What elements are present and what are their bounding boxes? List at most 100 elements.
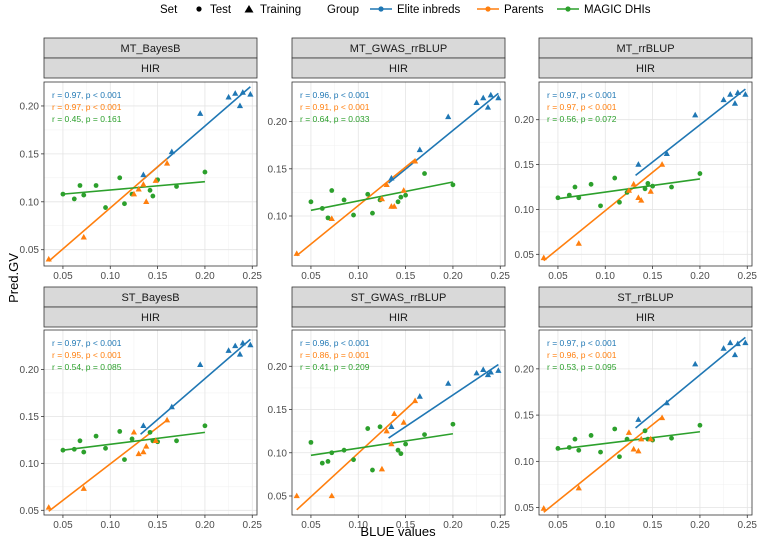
data-point — [103, 445, 108, 451]
data-point — [720, 96, 727, 103]
legend-parents-label: Parents — [504, 4, 544, 16]
data-point — [742, 339, 749, 346]
x-tick-label: 0.10 — [349, 271, 369, 282]
fit-line — [62, 431, 206, 451]
data-point — [398, 194, 404, 200]
data-point — [624, 436, 630, 442]
fit-line — [48, 158, 168, 262]
data-point — [325, 459, 331, 464]
strip-trait-label: HIR — [636, 63, 655, 75]
stat-annotation: r = 0.64, p = 0.033 — [300, 114, 370, 124]
data-point — [635, 416, 642, 422]
data-point — [445, 113, 452, 120]
data-point — [635, 447, 642, 454]
x-tick-label: 0.20 — [443, 271, 463, 282]
data-point — [140, 448, 147, 455]
panel-border — [538, 329, 753, 516]
data-point — [328, 215, 335, 222]
strip-trait — [538, 306, 753, 328]
data-point — [80, 233, 87, 240]
strip-trait — [291, 57, 506, 79]
data-point — [566, 192, 572, 198]
x-tick-label: 0.20 — [690, 271, 710, 282]
data-point — [566, 445, 572, 450]
x-tick-label: 0.15 — [396, 271, 416, 282]
data-point — [168, 148, 175, 155]
data-point — [232, 342, 239, 349]
y-tick-label: 0.05 — [515, 503, 535, 514]
data-point — [383, 427, 390, 434]
data-point — [617, 454, 622, 460]
data-point — [293, 250, 300, 256]
y-tick-label: 0.20 — [20, 365, 40, 376]
data-point — [555, 446, 561, 451]
x-tick-label: 0.10 — [101, 520, 121, 531]
data-point — [445, 380, 452, 386]
data-point — [638, 435, 645, 442]
data-point — [174, 438, 179, 444]
stat-annotation: r = 0.41, p = 0.209 — [300, 362, 370, 372]
legend-training-label: Training — [260, 4, 301, 16]
data-point — [635, 161, 642, 167]
data-point — [692, 111, 699, 118]
data-point — [692, 360, 699, 367]
y-tick-label: 0.20 — [268, 362, 288, 373]
fit-line — [296, 158, 416, 257]
x-tick-label: 0.10 — [101, 271, 121, 282]
strip-trait-label: HIR — [141, 312, 160, 324]
data-point — [487, 91, 494, 98]
data-point — [638, 197, 645, 203]
data-point — [308, 199, 314, 205]
data-point — [247, 91, 254, 97]
data-point — [575, 484, 582, 491]
strip-trait — [538, 57, 753, 79]
y-tick-label: 0.15 — [515, 411, 535, 422]
data-point — [45, 504, 52, 510]
x-tick-label: 0.20 — [690, 520, 710, 531]
x-tick-label: 0.25 — [738, 520, 758, 531]
data-point — [81, 449, 87, 455]
data-point — [197, 361, 204, 367]
data-point — [117, 429, 123, 434]
data-point — [630, 445, 637, 452]
fit-line — [140, 338, 251, 435]
strip-trait-label: HIR — [389, 63, 408, 75]
data-point — [147, 429, 153, 435]
legend-elite-label: Elite inbreds — [397, 4, 461, 16]
data-point — [147, 187, 153, 193]
data-point — [576, 447, 582, 453]
data-point — [731, 351, 739, 358]
x-tick-label: 0.15 — [148, 520, 168, 531]
strip-trait — [291, 306, 506, 328]
x-tick-label: 0.20 — [195, 271, 215, 282]
data-point — [650, 183, 655, 189]
legend-elite-symbol — [378, 6, 384, 12]
panel-border — [538, 81, 753, 267]
y-tick-label: 0.15 — [20, 412, 40, 423]
data-point — [480, 366, 487, 372]
data-point — [122, 201, 127, 207]
data-point — [163, 160, 171, 166]
x-tick-label: 0.25 — [491, 520, 511, 531]
x-tick-label: 0.15 — [643, 271, 663, 282]
stat-annotation: r = 0.97, p < 0.001 — [52, 90, 122, 100]
data-point — [81, 192, 87, 198]
data-point — [555, 195, 561, 201]
data-point — [540, 505, 547, 511]
x-tick-label: 0.05 — [548, 520, 568, 531]
data-point — [658, 161, 666, 167]
data-point — [742, 91, 749, 97]
plot-area — [292, 330, 505, 515]
data-point — [247, 341, 254, 348]
data-point — [734, 89, 741, 95]
strip-method-label: ST_GWAS_rrBLUP — [351, 292, 447, 304]
data-point — [727, 91, 734, 97]
data-point — [60, 447, 66, 453]
x-tick-label: 0.05 — [53, 520, 73, 531]
x-tick-label: 0.25 — [243, 520, 263, 531]
data-point — [370, 467, 375, 473]
data-point — [588, 433, 594, 438]
x-axis-title: BLUE values — [360, 524, 436, 539]
legend-set-title: Set — [160, 4, 178, 16]
data-point — [697, 171, 703, 176]
